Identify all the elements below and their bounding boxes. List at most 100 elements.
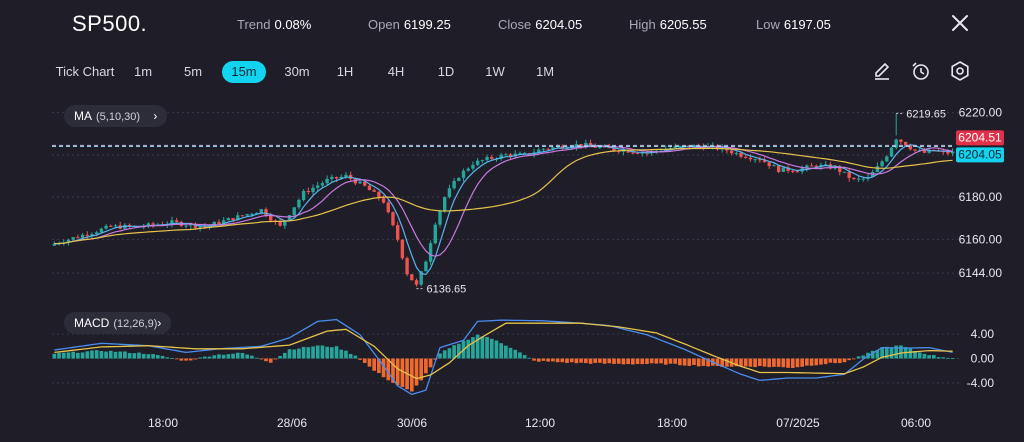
candle-body [330,176,334,179]
macd-histogram-bar [184,358,188,361]
high-marker-label: 6219.65 [906,108,946,120]
macd-histogram-bar [776,358,781,367]
timer-icon[interactable] [910,60,932,82]
candle-body [720,146,724,150]
macd-histogram-bar [452,345,456,359]
macd-histogram-bar [301,346,306,359]
macd-histogram-bar [790,358,795,369]
candle-body [264,209,268,216]
candle-body [104,225,108,229]
macd-histogram-bar [235,352,240,359]
tf-1h[interactable]: 1H [336,64,354,79]
ma-indicator-pill[interactable]: MA (5,10,30) › [64,105,168,127]
tf-4h[interactable]: 4H [387,64,405,79]
macd-histogram-bar [861,355,866,359]
candle-body [90,234,94,236]
tf-1w[interactable]: 1W [485,64,505,79]
macd-histogram-bar [659,358,663,364]
macd-histogram-bar [428,358,433,368]
candle-body [386,202,390,213]
candle-body [94,232,99,235]
macd-histogram-bar [344,350,348,359]
candle-body [85,234,89,236]
macd-histogram-bar [400,358,405,387]
macd-histogram-bar [273,358,278,360]
tf-1mo[interactable]: 1M [535,64,555,79]
macd-histogram-bar [198,357,202,359]
macd-histogram-bar [61,352,66,359]
macd-histogram-bar [254,357,259,359]
macd-histogram-bar [781,358,786,368]
candle-body [725,146,729,151]
candle-body [250,213,254,215]
macd-histogram-bar [193,358,198,360]
macd-histogram-bar [612,358,616,364]
macd-histogram-bar [682,358,687,366]
candle-body [447,188,452,198]
macd-histogram-bar [419,358,424,381]
time-tick-label: 28/06 [277,416,307,430]
tf-30m[interactable]: 30m [284,64,310,79]
macd-histogram-bar [814,358,819,366]
ask-price-badge [956,130,1004,146]
tf-1m[interactable]: 1m [133,64,153,79]
macd-histogram-bar [405,358,409,390]
macd-histogram-bar [466,339,471,359]
candle-body [823,164,828,166]
candle-body [668,148,673,150]
candle-body [457,177,461,181]
macd-indicator-pill[interactable]: MACD (12,26,9)› [64,312,172,334]
macd-histogram-bar [668,358,673,364]
candle-body [146,223,151,227]
macd-histogram-bar [847,358,852,361]
macd-histogram-bar [546,358,551,362]
macd-histogram-bar [583,358,588,364]
macd-histogram-bar [362,358,367,363]
macd-histogram-bar [833,358,837,364]
tf-15m[interactable]: 15m [222,61,266,83]
candle-body [269,215,273,221]
candle-body [522,153,527,155]
settings-icon[interactable] [949,60,971,82]
pencil-icon[interactable] [871,60,893,82]
time-tick-label: 12:00 [525,416,555,430]
candle-body [847,171,851,178]
macd-histogram-bar [513,349,518,359]
macd-histogram-bar [936,357,941,359]
macd-histogram-bar [221,354,226,359]
macd-histogram-bar [480,336,485,359]
tf-tick-chart[interactable]: Tick Chart [55,64,115,79]
candle-body [894,139,898,148]
close-icon[interactable] [948,11,972,35]
macd-histogram-bar [330,347,334,359]
macd-histogram-bar [217,354,221,359]
macd-histogram-bar [574,358,579,364]
macd-histogram-bar [76,352,80,359]
tf-5m[interactable]: 5m [183,64,203,79]
last-price-badge [956,147,1004,163]
open-value: 6199.25 [403,17,451,32]
candle-body [659,150,663,152]
candle-body [400,239,405,259]
macd-histogram-bar [678,358,682,366]
candle-body [791,170,795,172]
ma-params: (5,10,30) [96,111,141,123]
candle-body [932,149,936,151]
macd-histogram-bar [800,358,804,367]
candle-body [466,168,470,171]
macd-histogram-bar [494,340,499,359]
candle-body [579,144,583,146]
macd-histogram-bar [837,358,842,364]
macd-histogram-bar [165,357,170,359]
candle-body [875,166,880,172]
candle-body [537,149,541,153]
macd-histogram-bar [588,358,593,364]
tf-1d[interactable]: 1D [437,64,455,79]
macd-tick-label: 4.00 [971,327,995,341]
candle-body [283,220,287,226]
candle-body [744,156,748,158]
macd-histogram-bar [579,358,583,363]
candle-body [767,162,771,167]
candle-body [254,212,259,214]
candle-body [678,145,682,147]
